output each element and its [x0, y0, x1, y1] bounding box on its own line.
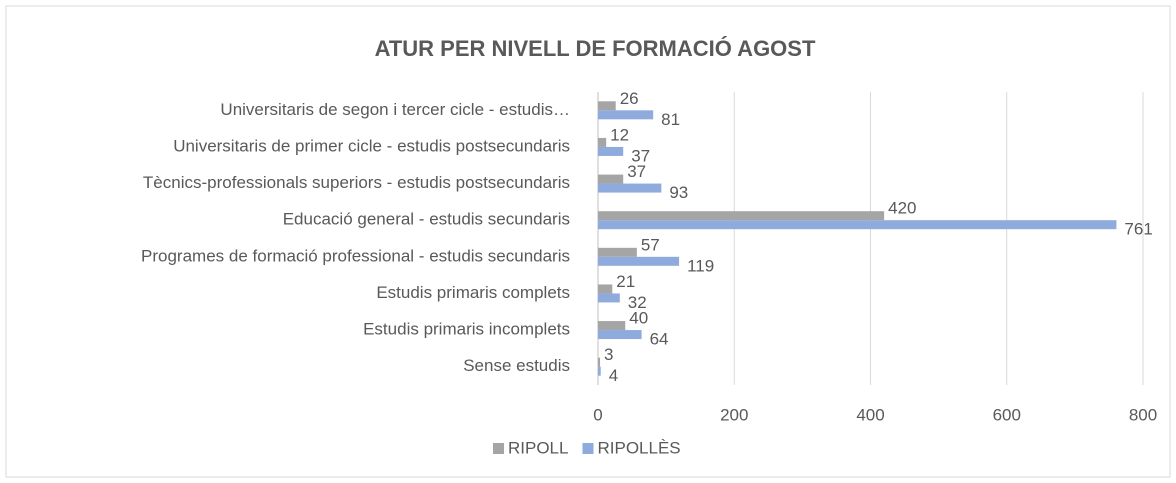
legend-label: RIPOLLÈS: [597, 438, 680, 457]
chart-border: [5, 5, 1171, 478]
y-tick-label: Universitaris de primer cicle - estudis …: [173, 136, 570, 155]
legend-label: RIPOLL: [508, 438, 568, 457]
data-label: 93: [669, 183, 688, 202]
bar: [598, 183, 662, 193]
y-tick-label: Universitaris de segon i tercer cicle - …: [220, 100, 570, 119]
bar: [598, 174, 624, 184]
data-label: 32: [628, 293, 647, 312]
data-label: 21: [616, 272, 635, 291]
y-tick-label: Tècnics-professionals superiors - estudi…: [143, 173, 570, 192]
x-tick-label: 400: [856, 405, 884, 424]
bar: [598, 110, 654, 120]
bar: [598, 247, 637, 257]
bar: [598, 293, 620, 303]
x-tick-label: 0: [593, 405, 602, 424]
bar: [598, 137, 607, 147]
x-tick-label: 600: [993, 405, 1021, 424]
bar: [598, 146, 624, 156]
data-label: 81: [661, 110, 680, 129]
y-tick-label: Educació general - estudis secundaris: [283, 210, 570, 229]
data-label: 40: [629, 309, 648, 328]
data-label: 119: [687, 256, 714, 275]
data-label: 37: [627, 162, 646, 181]
data-label: 420: [888, 199, 916, 218]
bar: [598, 256, 680, 266]
bar: [598, 101, 616, 111]
bar: [598, 220, 1117, 230]
bar: [598, 357, 601, 367]
data-label: 57: [641, 235, 660, 254]
data-label: 3: [604, 345, 613, 364]
data-label: 64: [650, 330, 669, 349]
data-label: 26: [620, 89, 639, 108]
bar: [598, 366, 601, 376]
bar: [598, 330, 642, 340]
data-label: 37: [631, 146, 650, 165]
y-tick-label: Programes de formació professional - est…: [141, 246, 570, 265]
data-label: 12: [610, 125, 629, 144]
y-tick-label: Estudis primaris complets: [376, 283, 570, 302]
x-tick-label: 200: [720, 405, 748, 424]
data-label: 761: [1124, 220, 1152, 239]
x-tick-label: 800: [1129, 405, 1157, 424]
legend-swatch: [493, 443, 504, 454]
data-label: 4: [609, 366, 618, 385]
legend-swatch: [582, 443, 594, 454]
chart-title: ATUR PER NIVELL DE FORMACIÓ AGOST: [375, 36, 816, 61]
bar: [598, 284, 613, 294]
bar: [598, 321, 626, 331]
y-tick-label: Sense estudis: [463, 356, 570, 375]
bar: [598, 211, 885, 221]
y-tick-label: Estudis primaris incomplets: [363, 320, 570, 339]
